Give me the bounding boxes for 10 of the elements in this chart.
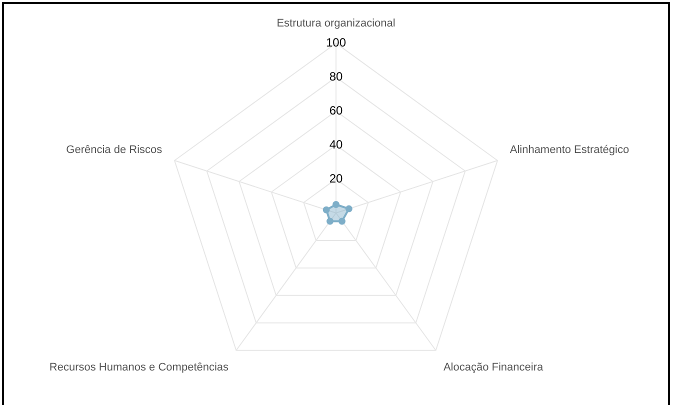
y-tick-label: 60 (329, 103, 343, 118)
y-tick-label: 20 (329, 171, 343, 186)
y-tick-label: 80 (329, 69, 343, 84)
spoke-label: Alinhamento Estratégico (510, 144, 630, 156)
y-tick-label: 100 (326, 36, 346, 50)
spoke-label: Estrutura organizacional (276, 18, 396, 30)
spoke-label: Alocação Financeira (443, 362, 544, 374)
spoke-label: Recursos Humanos e Competências (49, 362, 230, 374)
y-tick-label: 40 (329, 137, 343, 152)
spoke-label: Gerência de Riscos (66, 144, 163, 156)
